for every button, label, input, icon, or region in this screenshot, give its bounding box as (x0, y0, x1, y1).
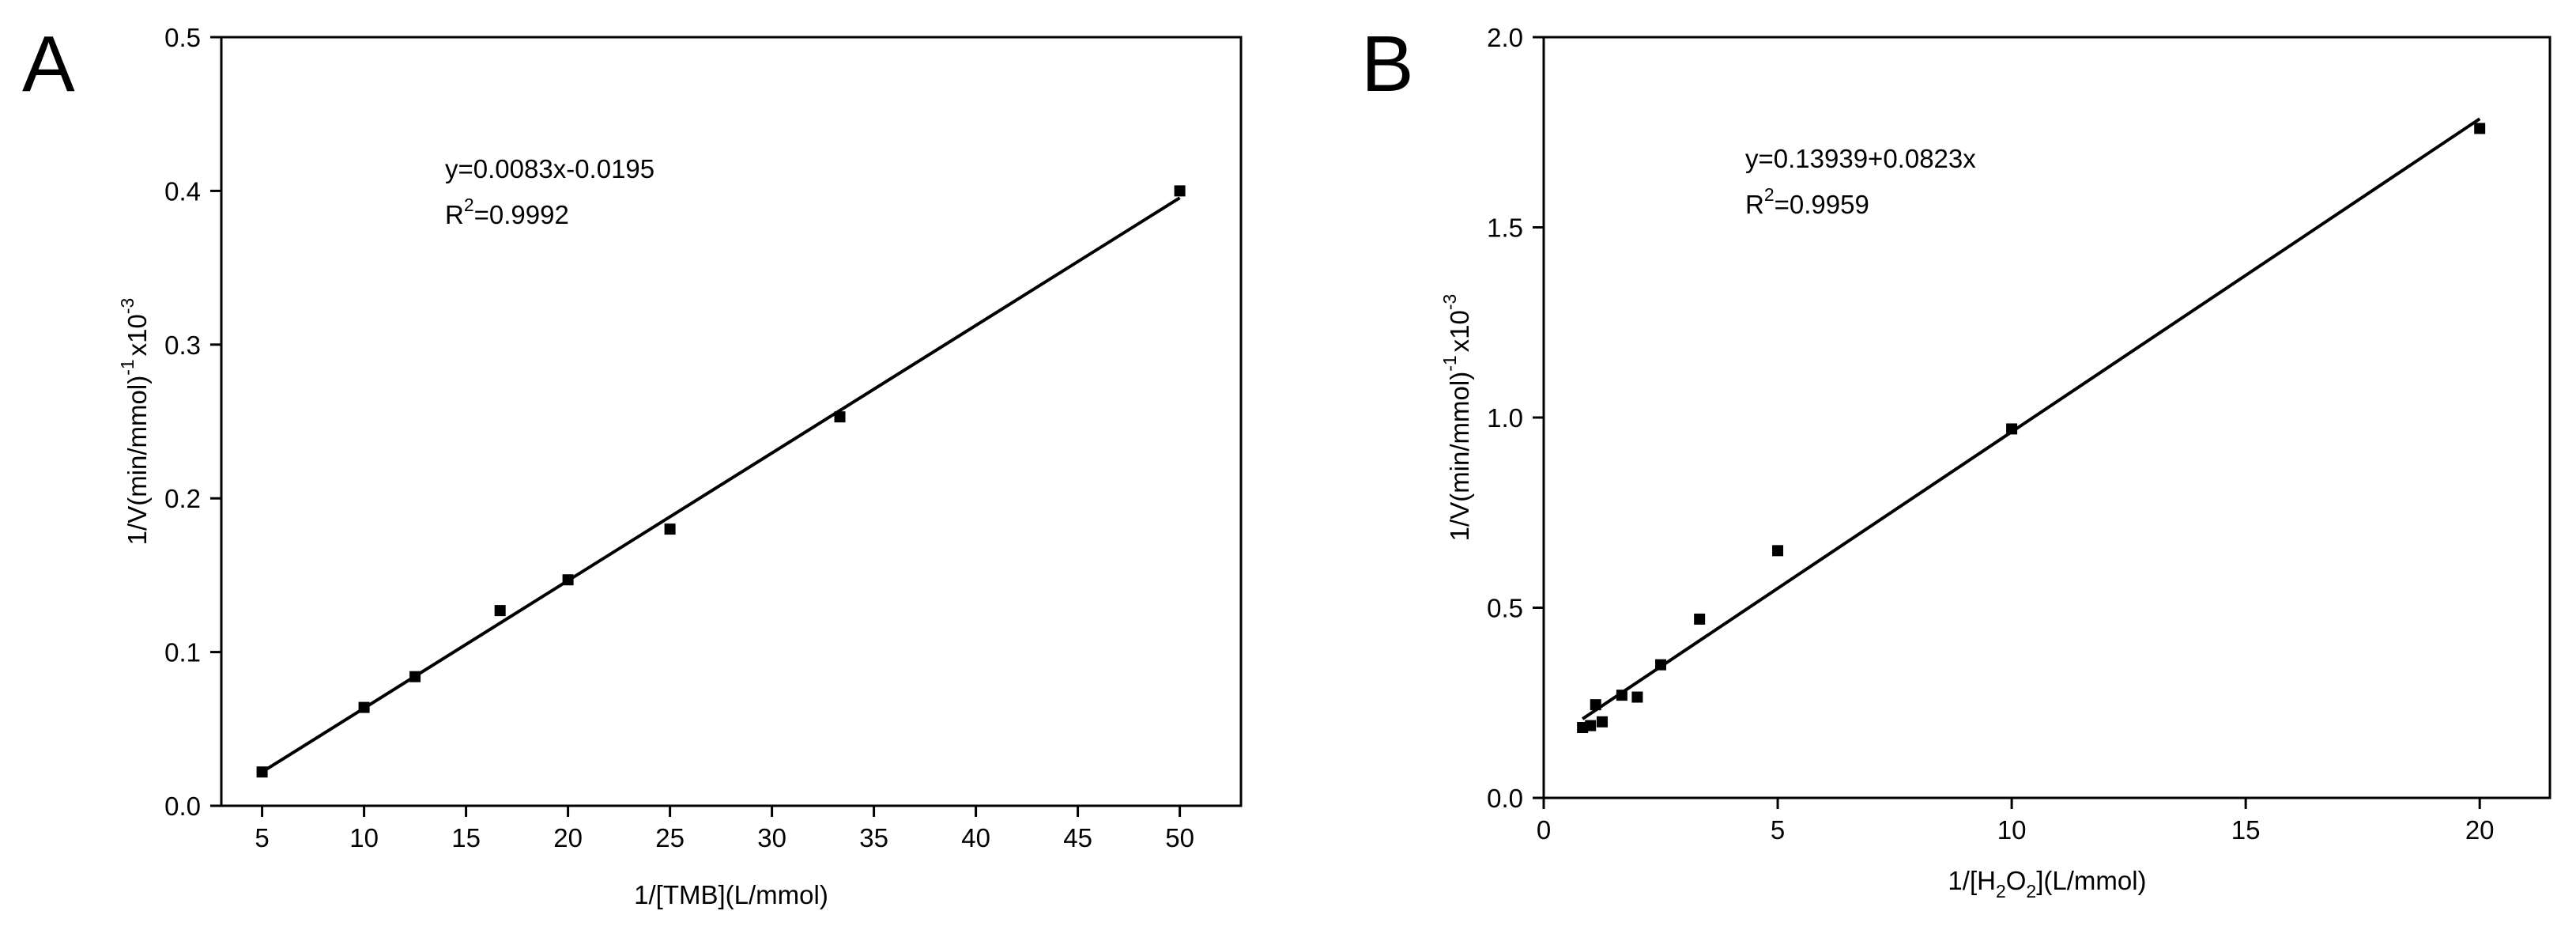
panel-a-y-label-main: 1/V(min/mmol) (123, 376, 152, 546)
panel-a-y-label-sup: -1 (117, 359, 138, 375)
panel-b-x-tick-label: 0 (1537, 815, 1551, 845)
panel-b-x-label-sub1: 2 (1996, 881, 2006, 901)
panel-b-data-points (1577, 123, 2486, 734)
panel-b-y-label-suffix: x10 (1445, 310, 1474, 352)
panel-a-y-label-suffix-sup: -3 (117, 298, 138, 314)
panel-b-x-tick-label: 10 (1997, 815, 2027, 845)
panel-b-data-point (1597, 716, 1609, 728)
panel-a-y-tick-label: 0.3 (164, 331, 201, 360)
panel-a-x-tick-label: 5 (255, 823, 269, 852)
panel-b-x-tick-label: 5 (1771, 815, 1785, 845)
panel-a-data-point (562, 574, 574, 586)
panel-b-letter: B (1361, 20, 1414, 108)
panel-a-y-tick-label: 0.1 (164, 638, 201, 667)
panel-b-r2-prefix: R (1745, 190, 1764, 219)
panel-a-fit-line-group (261, 196, 1181, 773)
panel-b-data-point (1585, 720, 1597, 731)
panel-a-x-tick-label: 30 (757, 823, 786, 852)
panel-a-x-axis-label: 1/[TMB](L/mmol) (634, 880, 828, 909)
panel-b-fit-line-group (1582, 117, 2481, 720)
panel-a-r2-prefix: R (445, 200, 464, 229)
panel-b-fit-line (1582, 117, 2481, 720)
panel-b-data-point (1590, 699, 1601, 711)
panel-a-equation: y=0.0083x-0.0195 (445, 154, 654, 183)
panel-b-y-axis-label: 1/V(min/mmol)-1 x10-3 (1439, 294, 1474, 542)
panel-a-data-point (834, 411, 846, 423)
panel-b-x-label-sub2: 2 (2026, 881, 2036, 901)
panel-a-data-point (664, 523, 676, 535)
panel-b-data-point (1655, 659, 1667, 671)
panel-a-y-tick-label: 0.0 (164, 792, 201, 821)
panel-a-r2-sup: 2 (464, 195, 474, 215)
panel-a: A 5 10 15 20 25 30 35 40 45 50 0.0 0.1 0.2 0.3 0.4 0.5… (22, 20, 1243, 909)
panel-b-plot-frame (1542, 36, 2551, 799)
panel-a-letter: A (22, 20, 75, 108)
panel-b-y-tick-label: 1.0 (1487, 403, 1523, 433)
panel-a-x-ticks: 5 10 15 20 25 30 35 40 45 50 (255, 806, 1194, 852)
panel-a-x-tick-label: 15 (451, 823, 481, 852)
panel-a-data-point (494, 605, 506, 617)
panel-a-plot-frame (220, 36, 1243, 807)
panel-b-y-label-main: 1/V(min/mmol) (1445, 372, 1474, 542)
panel-a-r2-value: =0.9992 (474, 200, 569, 229)
panel-a-x-tick-label: 20 (553, 823, 583, 852)
panel-b-x-label-mid: O (2006, 866, 2027, 895)
panel-a-data-points (256, 185, 1186, 778)
panel-b-y-tick-label: 1.5 (1487, 214, 1523, 243)
panel-b-y-tick-label: 2.0 (1487, 23, 1523, 52)
panel-a-data-point (409, 671, 421, 682)
panel-b-y-tick-label: 0.5 (1487, 594, 1523, 623)
panel-a-y-axis-label: 1/V(min/mmol)-1 x10-3 (117, 298, 152, 546)
panel-b-data-point (2006, 423, 2018, 435)
panel-b-y-label-suffix-sup: -3 (1439, 294, 1460, 310)
panel-a-data-point (1174, 185, 1186, 197)
panel-a-data-point (358, 701, 370, 713)
panel-a-x-tick-label: 35 (859, 823, 888, 852)
panel-b-x-label-prefix: 1/[H (1948, 866, 1996, 895)
panel-a-x-tick-label: 50 (1165, 823, 1194, 852)
panel-b-x-label-suffix: ](L/mmol) (2036, 866, 2146, 895)
panel-b-data-point (1631, 691, 1643, 703)
panel-b: B 0 5 10 15 20 0.0 0.5 1.0 1.5 2.0 y=0.13939+0.0… (1361, 20, 2551, 901)
panel-b-r2-value: =0.9959 (1775, 190, 1869, 219)
panel-b-y-tick-label: 0.0 (1487, 784, 1523, 813)
panel-a-x-tick-label: 45 (1063, 823, 1092, 852)
panel-a-y-tick-label: 0.4 (164, 176, 201, 206)
panel-b-data-point (1772, 545, 1784, 557)
panel-a-y-tick-label: 0.2 (164, 484, 201, 513)
panel-b-y-ticks: 0.0 0.5 1.0 1.5 2.0 (1487, 23, 1544, 813)
panel-a-x-tick-label: 25 (655, 823, 685, 852)
panel-b-r2-sup: 2 (1764, 184, 1775, 205)
panel-b-x-axis-label: 1/[H2O2](L/mmol) (1948, 866, 2146, 901)
panel-b-equation: y=0.13939+0.0823x (1745, 144, 1976, 173)
panel-b-x-tick-label: 15 (2231, 815, 2261, 845)
panel-b-x-ticks: 0 5 10 15 20 (1537, 798, 2495, 845)
panel-b-x-tick-label: 20 (2465, 815, 2495, 845)
panel-a-y-label-suffix: x10 (123, 314, 152, 356)
panel-b-r2: R2=0.9959 (1745, 184, 1869, 219)
panel-a-y-tick-label: 0.5 (164, 23, 201, 52)
panel-a-data-point (256, 766, 268, 778)
panel-b-data-point (1694, 613, 1706, 625)
panel-b-data-point (1616, 690, 1627, 701)
panel-a-r2: R2=0.9992 (445, 195, 569, 229)
panel-a-x-tick-label: 40 (961, 823, 990, 852)
panel-a-fit-line (261, 196, 1181, 773)
panel-b-data-point (2474, 123, 2486, 134)
panel-a-x-tick-label: 10 (349, 823, 379, 852)
panel-b-y-label-sup: -1 (1439, 355, 1460, 371)
panel-a-y-ticks: 0.0 0.1 0.2 0.3 0.4 0.5 (164, 23, 221, 821)
